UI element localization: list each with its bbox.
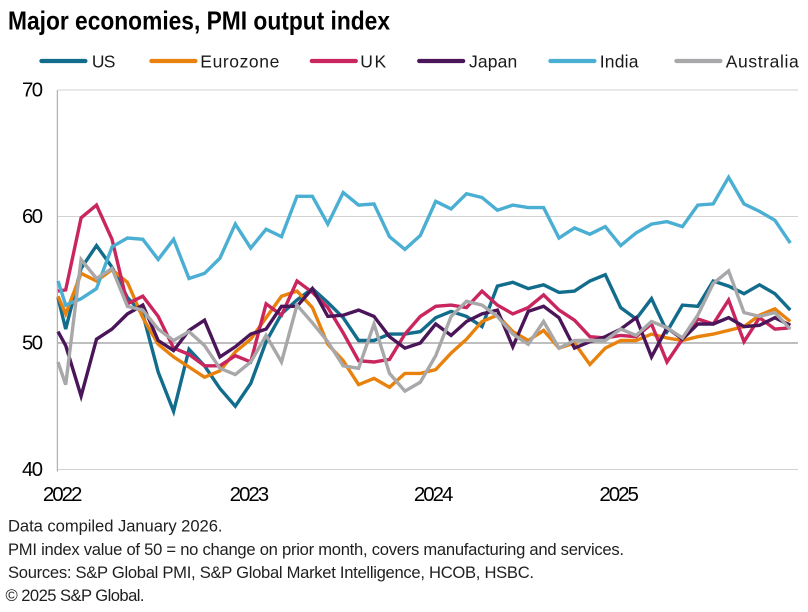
svg-text:Eurozone: Eurozone	[200, 51, 279, 71]
svg-text:2023: 2023	[230, 483, 270, 506]
svg-text:40: 40	[22, 459, 43, 481]
svg-text:Data compiled January 2026.: Data compiled January 2026.	[8, 516, 223, 535]
svg-text:© 2025 S&P Global.: © 2025 S&P Global.	[6, 586, 145, 605]
svg-text:Sources: S&P Global PMI, S&P: Sources: S&P Global PMI, S&P Global Mark…	[8, 563, 534, 582]
svg-text:Japan: Japan	[469, 51, 517, 71]
svg-text:60: 60	[22, 206, 43, 228]
svg-text:Major economies, PMI output in: Major economies, PMI output index	[8, 6, 390, 36]
svg-text:US: US	[92, 51, 116, 71]
svg-text:Australia: Australia	[726, 51, 799, 71]
svg-text:50: 50	[22, 333, 43, 355]
svg-text:2022: 2022	[43, 483, 83, 506]
svg-text:2025: 2025	[599, 483, 639, 506]
svg-text:2024: 2024	[414, 483, 454, 506]
svg-text:PMI index value of 50 = no cha: PMI index value of 50 = no change on pri…	[8, 540, 624, 559]
svg-text:70: 70	[22, 80, 43, 102]
svg-text:India: India	[600, 51, 639, 71]
